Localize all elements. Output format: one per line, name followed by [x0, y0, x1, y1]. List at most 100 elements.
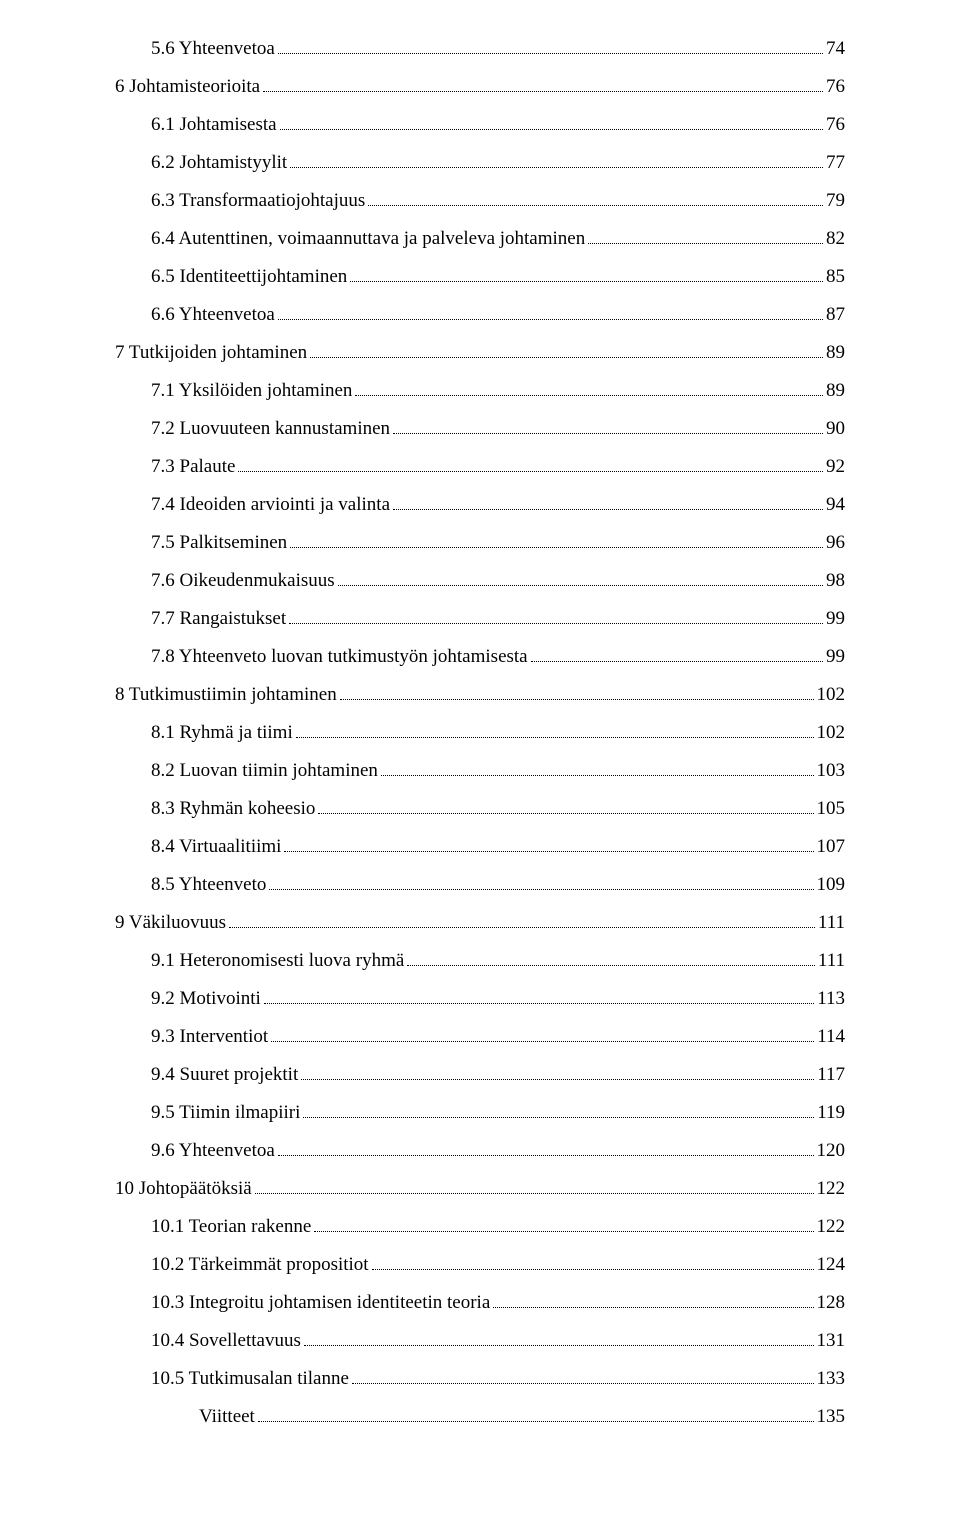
toc-entry: 7.6 Oikeudenmukaisuus98 — [115, 562, 845, 600]
toc-page-number: 122 — [817, 1208, 846, 1246]
toc-leader-dots — [372, 1269, 814, 1270]
toc-leader-dots — [278, 1155, 814, 1156]
toc-entry: 7 Tutkijoiden johtaminen89 — [115, 334, 845, 372]
toc-entry: 7.5 Palkitseminen 96 — [115, 524, 845, 562]
toc-entry: 10.1 Teorian rakenne122 — [115, 1208, 845, 1246]
toc-leader-dots — [238, 471, 823, 472]
toc-leader-dots — [289, 623, 823, 624]
toc-label: 8.4 Virtuaalitiimi — [151, 828, 281, 866]
toc-leader-dots — [304, 1345, 814, 1346]
toc-label: 7.6 Oikeudenmukaisuus — [151, 562, 335, 600]
toc-leader-dots — [263, 91, 823, 92]
toc-leader-dots — [310, 357, 823, 358]
toc-label: 7 Tutkijoiden johtaminen — [115, 334, 307, 372]
toc-page-number: 99 — [826, 600, 845, 638]
toc-page-number: 82 — [826, 220, 845, 258]
toc-entry: 6.4 Autenttinen, voimaannuttava ja palve… — [115, 220, 845, 258]
toc-label: 10.4 Sovellettavuus — [151, 1322, 301, 1360]
toc-entry: 9.5 Tiimin ilmapiiri119 — [115, 1094, 845, 1132]
toc-label: 7.1 Yksilöiden johtaminen — [151, 372, 352, 410]
toc-leader-dots — [314, 1231, 813, 1232]
toc-entry: 6.3 Transformaatiojohtajuus 79 — [115, 182, 845, 220]
toc-label: Viitteet — [199, 1398, 255, 1436]
toc-entry: 6.1 Johtamisesta76 — [115, 106, 845, 144]
toc-leader-dots — [381, 775, 814, 776]
toc-leader-dots — [255, 1193, 814, 1194]
toc-entry: 8.5 Yhteenveto 109 — [115, 866, 845, 904]
toc-page-number: 92 — [826, 448, 845, 486]
toc-page-number: 99 — [826, 638, 845, 676]
toc-entry: 6.2 Johtamistyylit77 — [115, 144, 845, 182]
toc-leader-dots — [303, 1117, 814, 1118]
toc-leader-dots — [290, 167, 823, 168]
toc-page-number: 102 — [817, 676, 846, 714]
toc-page-number: 103 — [817, 752, 846, 790]
toc-label: 9.1 Heteronomisesti luova ryhmä — [151, 942, 404, 980]
toc-label: 6.4 Autenttinen, voimaannuttava ja palve… — [151, 220, 585, 258]
toc-page-number: 109 — [817, 866, 846, 904]
toc-leader-dots — [355, 395, 823, 396]
toc-leader-dots — [271, 1041, 814, 1042]
toc-entry: 10.3 Integroitu johtamisen identiteetin … — [115, 1284, 845, 1322]
toc-page-number: 96 — [826, 524, 845, 562]
toc-entry: 10.5 Tutkimusalan tilanne133 — [115, 1360, 845, 1398]
toc-leader-dots — [278, 53, 823, 54]
toc-leader-dots — [264, 1003, 814, 1004]
toc-leader-dots — [278, 319, 823, 320]
toc-page-number: 114 — [817, 1018, 845, 1056]
toc-page-number: 76 — [826, 68, 845, 106]
toc-label: 9.4 Suuret projektit — [151, 1056, 298, 1094]
toc-leader-dots — [407, 965, 815, 966]
toc-page-number: 85 — [826, 258, 845, 296]
toc-label: 7.2 Luovuuteen kannustaminen — [151, 410, 390, 448]
toc-label: 8.2 Luovan tiimin johtaminen — [151, 752, 378, 790]
toc-leader-dots — [340, 699, 814, 700]
toc-label: 10.3 Integroitu johtamisen identiteetin … — [151, 1284, 490, 1322]
toc-label: 10.2 Tärkeimmät propositiot — [151, 1246, 369, 1284]
toc-label: 8 Tutkimustiimin johtaminen — [115, 676, 337, 714]
toc-label: 5.6 Yhteenvetoa — [151, 30, 275, 68]
toc-label: 9 Väkiluovuus — [115, 904, 226, 942]
toc-label: 8.5 Yhteenveto — [151, 866, 266, 904]
toc-entry: 9.3 Interventiot114 — [115, 1018, 845, 1056]
toc-leader-dots — [318, 813, 813, 814]
toc-page-number: 102 — [817, 714, 846, 752]
toc-entry: 7.2 Luovuuteen kannustaminen90 — [115, 410, 845, 448]
toc-entry: 9.1 Heteronomisesti luova ryhmä111 — [115, 942, 845, 980]
toc-entry: 8.4 Virtuaalitiimi107 — [115, 828, 845, 866]
toc-leader-dots — [368, 205, 823, 206]
toc-label: 6 Johtamisteorioita — [115, 68, 260, 106]
toc-label: 7.4 Ideoiden arviointi ja valinta — [151, 486, 390, 524]
toc-label: 8.1 Ryhmä ja tiimi — [151, 714, 293, 752]
toc-label: 6.3 Transformaatiojohtajuus — [151, 182, 365, 220]
toc-entry: 9.4 Suuret projektit 117 — [115, 1056, 845, 1094]
toc-page-number: 119 — [817, 1094, 845, 1132]
table-of-contents: 5.6 Yhteenvetoa746 Johtamisteorioita766.… — [115, 30, 845, 1436]
toc-leader-dots — [393, 433, 823, 434]
toc-label: 8.3 Ryhmän koheesio — [151, 790, 315, 828]
toc-leader-dots — [338, 585, 823, 586]
toc-entry: 10.4 Sovellettavuus131 — [115, 1322, 845, 1360]
toc-leader-dots — [258, 1421, 814, 1422]
toc-entry: 9.6 Yhteenvetoa120 — [115, 1132, 845, 1170]
toc-leader-dots — [301, 1079, 814, 1080]
toc-entry: 7.8 Yhteenveto luovan tutkimustyön johta… — [115, 638, 845, 676]
toc-label: 7.3 Palaute — [151, 448, 235, 486]
toc-leader-dots — [280, 129, 823, 130]
toc-label: 6.1 Johtamisesta — [151, 106, 277, 144]
toc-page-number: 79 — [826, 182, 845, 220]
toc-entry: 10.2 Tärkeimmät propositiot124 — [115, 1246, 845, 1284]
toc-entry: 8.3 Ryhmän koheesio105 — [115, 790, 845, 828]
toc-page-number: 117 — [817, 1056, 845, 1094]
toc-entry: 8 Tutkimustiimin johtaminen 102 — [115, 676, 845, 714]
toc-entry: 6 Johtamisteorioita 76 — [115, 68, 845, 106]
toc-leader-dots — [588, 243, 823, 244]
toc-label: 7.5 Palkitseminen — [151, 524, 287, 562]
toc-label: 7.8 Yhteenveto luovan tutkimustyön johta… — [151, 638, 528, 676]
toc-label: 6.2 Johtamistyylit — [151, 144, 287, 182]
toc-entry: 8.2 Luovan tiimin johtaminen 103 — [115, 752, 845, 790]
toc-entry: 6.5 Identiteettijohtaminen85 — [115, 258, 845, 296]
toc-entry: 6.6 Yhteenvetoa87 — [115, 296, 845, 334]
toc-label: 7.7 Rangaistukset — [151, 600, 286, 638]
toc-entry: 9.2 Motivointi113 — [115, 980, 845, 1018]
